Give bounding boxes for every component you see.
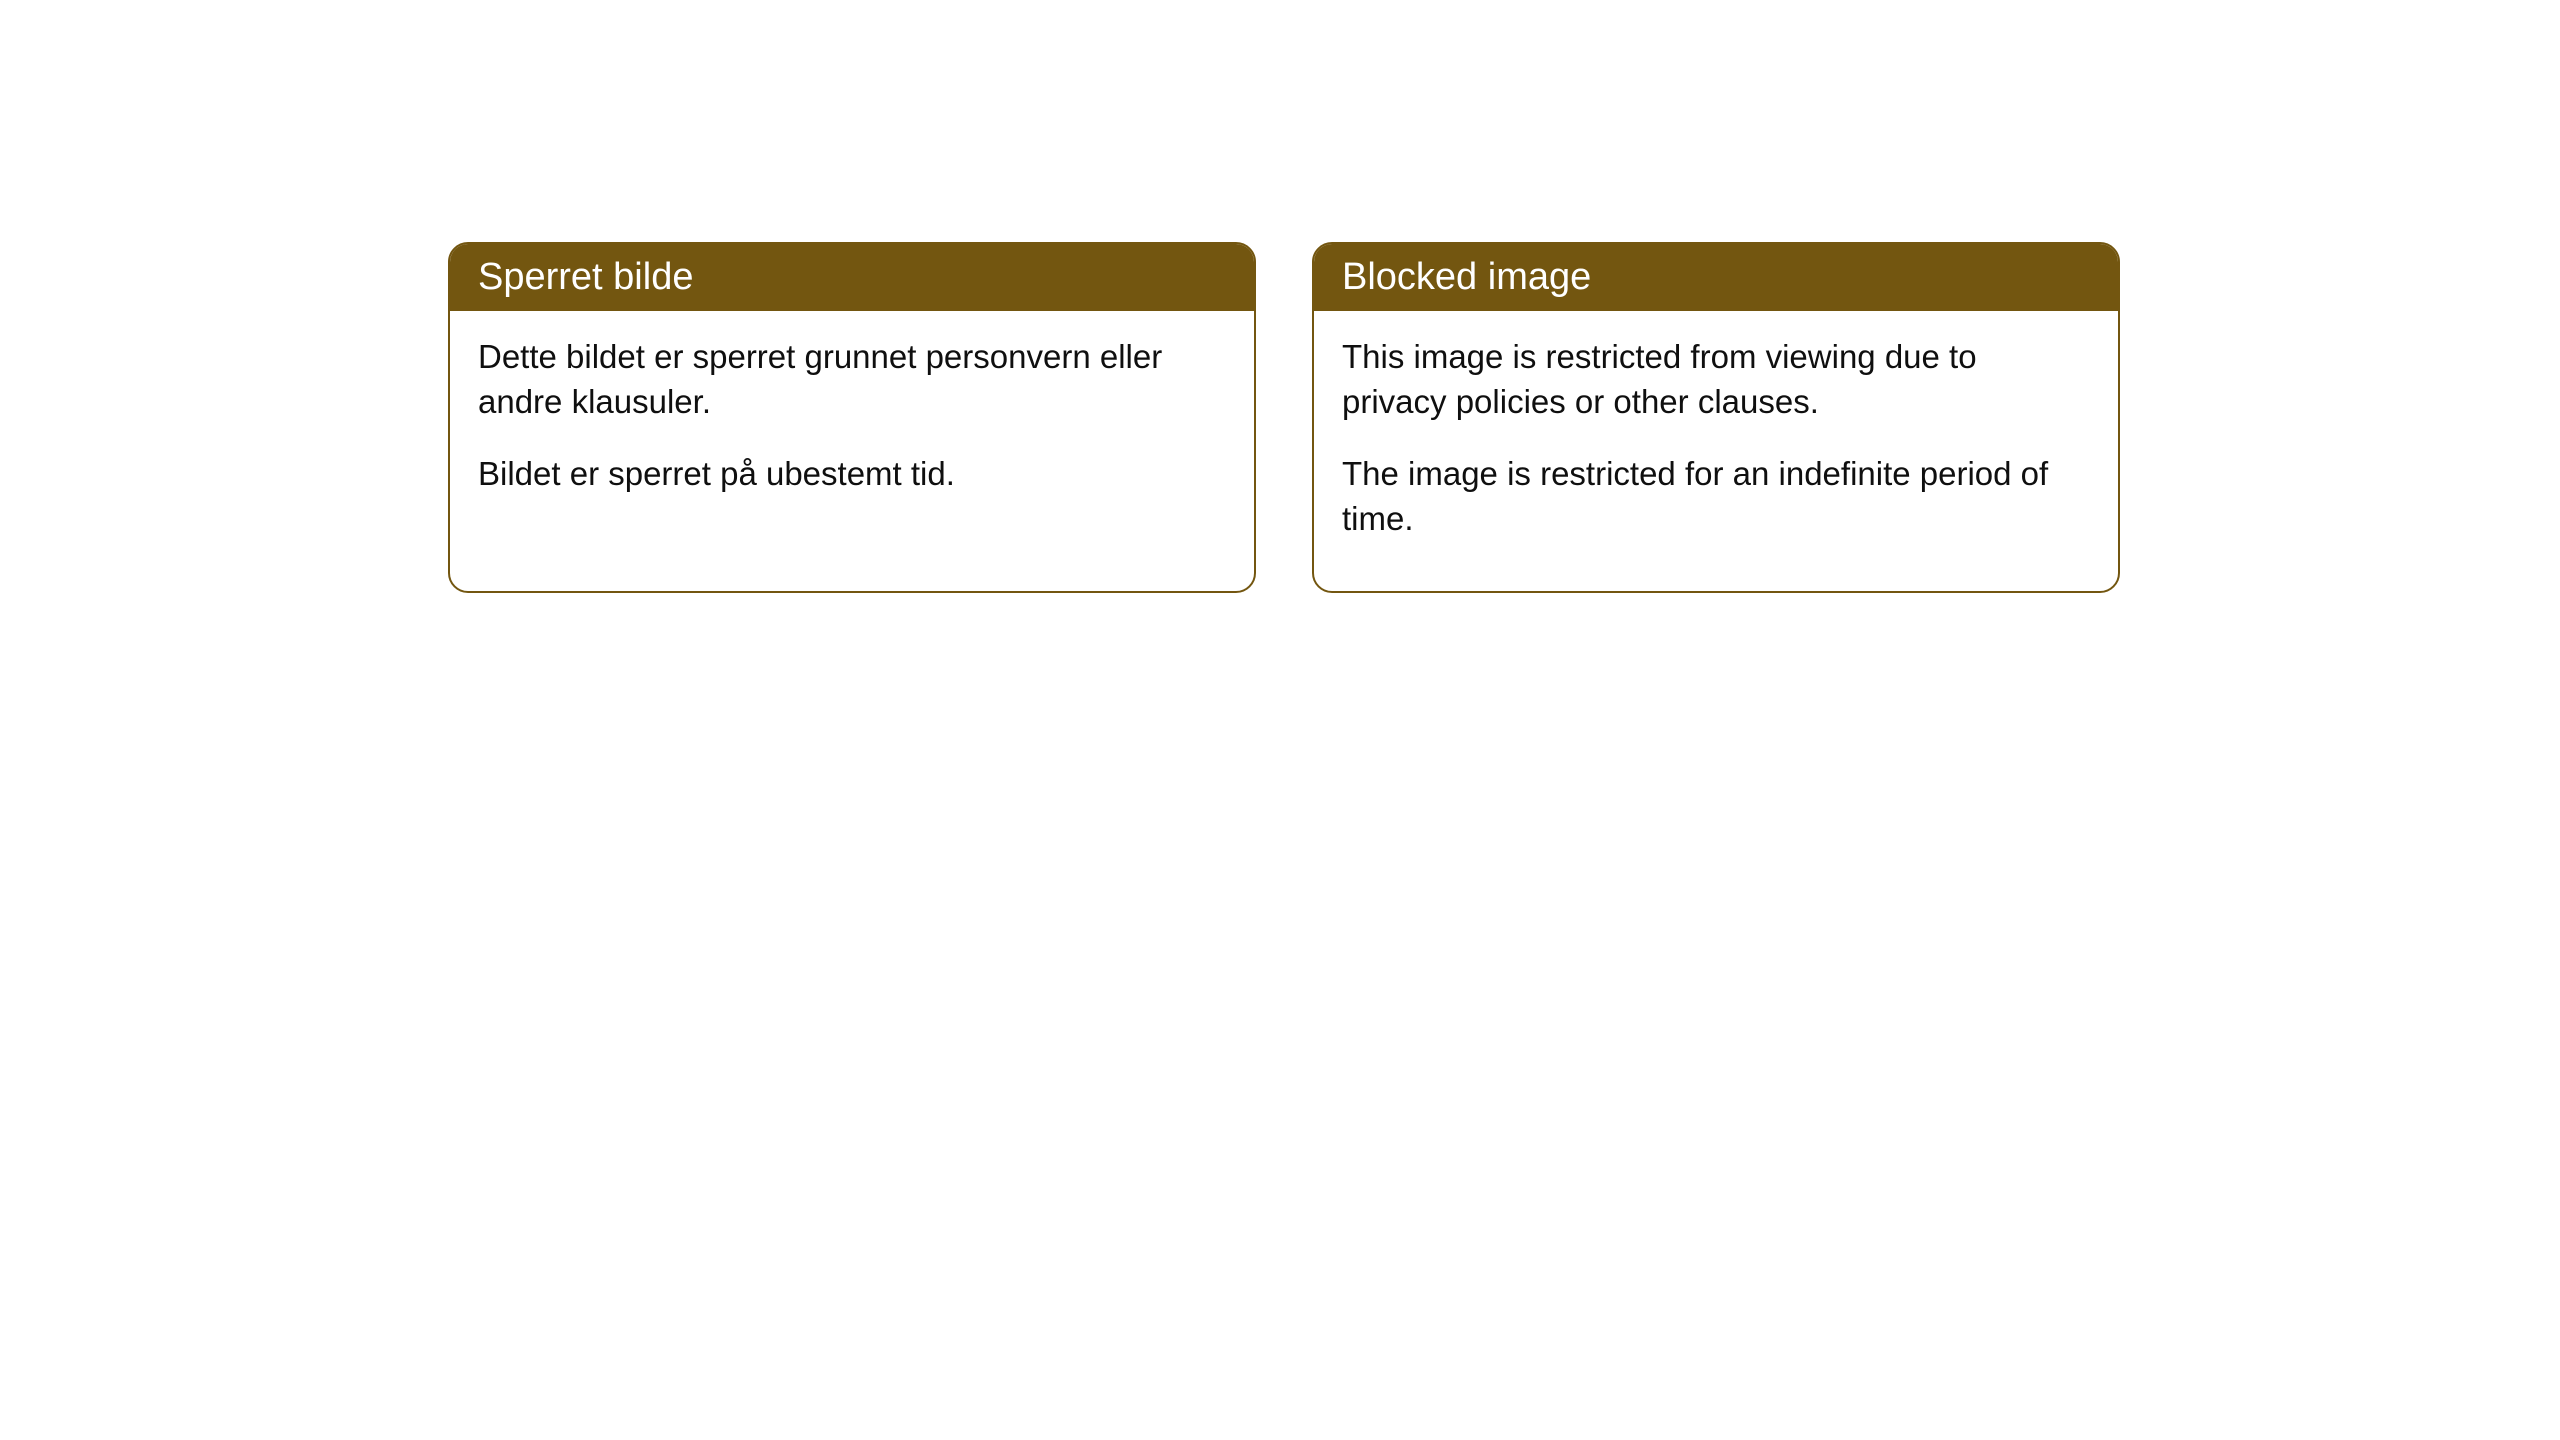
card-body-english: This image is restricted from viewing du…	[1314, 311, 2118, 591]
blocked-image-card-english: Blocked image This image is restricted f…	[1312, 242, 2120, 593]
card-paragraph: This image is restricted from viewing du…	[1342, 335, 2090, 424]
card-paragraph: Dette bildet er sperret grunnet personve…	[478, 335, 1226, 424]
notice-cards-container: Sperret bilde Dette bildet er sperret gr…	[448, 242, 2120, 593]
card-paragraph: The image is restricted for an indefinit…	[1342, 452, 2090, 541]
card-title: Blocked image	[1342, 256, 1591, 298]
card-body-norwegian: Dette bildet er sperret grunnet personve…	[450, 311, 1254, 547]
blocked-image-card-norwegian: Sperret bilde Dette bildet er sperret gr…	[448, 242, 1256, 593]
card-paragraph: Bildet er sperret på ubestemt tid.	[478, 452, 1226, 497]
card-header-norwegian: Sperret bilde	[450, 244, 1254, 311]
card-title: Sperret bilde	[478, 256, 693, 298]
card-header-english: Blocked image	[1314, 244, 2118, 311]
